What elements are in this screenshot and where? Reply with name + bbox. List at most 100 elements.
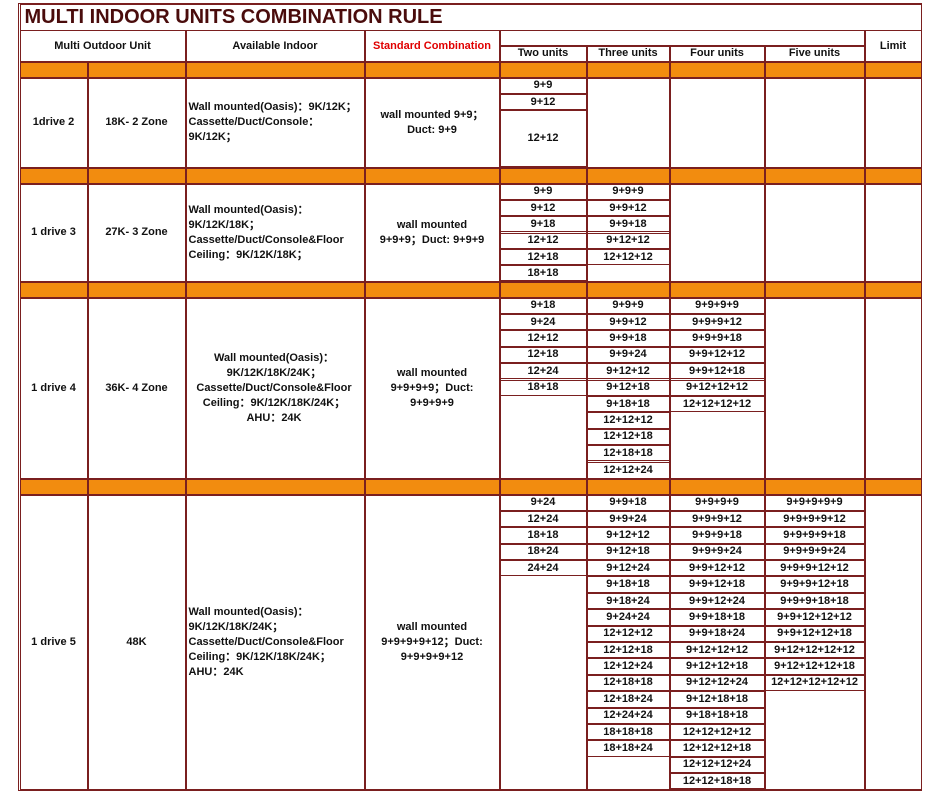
separator — [499, 167, 587, 184]
combination: 9+9+9+18+18 — [764, 592, 865, 610]
combination: 9+12+12+12 — [669, 642, 765, 659]
combination: 12+24 — [499, 363, 587, 380]
separator — [864, 61, 922, 78]
combination: 9+12+12 — [586, 232, 670, 249]
combination: 9+9+9+12+18 — [764, 576, 865, 593]
combination: 9+18 — [499, 216, 587, 233]
separator — [185, 478, 365, 495]
combination: 12+12 — [499, 232, 587, 249]
drive: 1 drive 3 — [19, 183, 88, 282]
capacity: 48K — [87, 494, 186, 790]
combination: 9+9+12+12 — [669, 346, 765, 364]
combination: 9+9+9+9+12 — [764, 510, 865, 528]
title: MULTI INDOOR UNITS COMBINATION RULE — [19, 3, 922, 30]
combination: 9+9 — [499, 183, 587, 200]
combination: 12+12+12+12 — [669, 723, 765, 741]
combination: 9+9+9+9 — [669, 494, 765, 511]
separator — [499, 61, 587, 78]
combination: 18+18 — [499, 379, 587, 396]
separator — [864, 281, 922, 298]
combination: 9+9+12+12+18 — [764, 625, 865, 642]
unit-col — [764, 77, 865, 168]
separator — [185, 61, 365, 78]
combination: 12+12+12+12 — [669, 395, 765, 413]
combination: 12+18+18 — [586, 445, 670, 462]
combination: 9+18+24 — [586, 592, 670, 610]
combination: 12+18+18 — [586, 674, 670, 692]
combination: 12+12+12+12+12 — [764, 674, 865, 692]
separator — [764, 167, 865, 184]
separator — [185, 167, 365, 184]
separator — [669, 281, 765, 298]
indoor: Wall mounted(Oasis)：9K/12K/18K/24K；Casse… — [185, 297, 365, 479]
separator — [499, 281, 587, 298]
combination: 9+12+12+24 — [669, 674, 765, 692]
unit-header: Four units — [669, 45, 765, 62]
separator — [19, 478, 88, 495]
unit-col — [764, 183, 865, 282]
combination: 9+9+9+18 — [669, 527, 765, 544]
standard: wall mounted 9+9+9+9+12；Duct: 9+9+9+9+12 — [364, 494, 500, 790]
combination: 9+24+24 — [586, 609, 670, 626]
separator — [499, 478, 587, 495]
separator — [185, 281, 365, 298]
combination: 9+9+18+24 — [669, 625, 765, 642]
combination: 18+18 — [499, 265, 587, 282]
combination: 9+9+12+18 — [669, 363, 765, 380]
combination: 9+12+12 — [586, 527, 670, 544]
combination: 9+12+18 — [586, 379, 670, 396]
combination: 18+18+18 — [586, 723, 670, 741]
combination: 9+18 — [499, 297, 587, 314]
combination: 12+18+24 — [586, 691, 670, 708]
combination: 9+18+18+18 — [669, 707, 765, 724]
separator — [87, 167, 186, 184]
combination: 9+12 — [499, 93, 587, 111]
separator — [87, 281, 186, 298]
combination: 9+12+18 — [586, 543, 670, 561]
separator — [586, 61, 670, 78]
combination: 9+9+9+9 — [669, 297, 765, 314]
separator — [669, 478, 765, 495]
combination: 9+24 — [499, 494, 587, 511]
combination: 9+9+18 — [586, 330, 670, 347]
combination: 12+12+12 — [586, 412, 670, 429]
unit-header: Three units — [586, 45, 670, 62]
unit-col — [669, 77, 765, 168]
separator — [669, 167, 765, 184]
combination: 9+9+18 — [586, 494, 670, 511]
unit-col — [764, 297, 865, 479]
drive: 1drive 2 — [19, 77, 88, 168]
combination: 12+12+24 — [586, 658, 670, 675]
combination: 12+24 — [499, 510, 587, 528]
limit — [864, 297, 922, 479]
standard: wall mounted 9+9+9+9；Duct: 9+9+9+9 — [364, 297, 500, 479]
combination: 9+9 — [499, 77, 587, 94]
separator — [764, 281, 865, 298]
combination: 9+12+12+12+12 — [764, 642, 865, 659]
combination: 9+12+18+18 — [669, 691, 765, 708]
combination: 12+12+18 — [586, 428, 670, 446]
combination: 9+9+12 — [586, 313, 670, 331]
separator — [586, 478, 670, 495]
indoor: Wall mounted(Oasis)：9K/12K/18K/24K；Casse… — [185, 494, 365, 790]
combination: 9+9+18+18 — [669, 609, 765, 626]
combination: 9+9+9 — [586, 297, 670, 314]
combination: 9+9+9+18 — [669, 330, 765, 347]
combination: 9+9+24 — [586, 510, 670, 528]
combination: 9+9+9+9+24 — [764, 543, 865, 561]
combination: 9+12 — [499, 199, 587, 217]
capacity: 27K- 3 Zone — [87, 183, 186, 282]
separator — [19, 281, 88, 298]
combination: 12+12+18 — [586, 642, 670, 659]
combination: 12+12+12+18 — [669, 740, 765, 757]
limit — [864, 77, 922, 168]
combination: 12+12+12 — [586, 625, 670, 642]
standard: wall mounted 9+9+9；Duct: 9+9+9 — [364, 183, 500, 282]
separator — [764, 478, 865, 495]
indoor: Wall mounted(Oasis)：9K/12K/18K；Cassette/… — [185, 183, 365, 282]
combination: 12+12 — [499, 330, 587, 347]
combination: 9+12+24 — [586, 560, 670, 577]
combination: 9+12+12 — [586, 363, 670, 380]
separator — [87, 478, 186, 495]
